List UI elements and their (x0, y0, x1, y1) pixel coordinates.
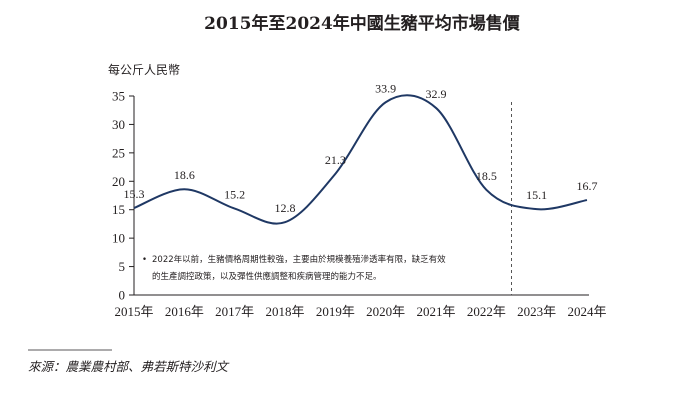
data-label: 15.1 (526, 188, 547, 202)
y-axis: 0 5 10 15 20 25 30 35 (112, 89, 135, 303)
chart-title: 2015年至2024年中國生豬平均市場售價 (204, 13, 521, 34)
y-tick-label: 0 (119, 288, 126, 303)
y-tick-label: 25 (112, 145, 125, 160)
data-label: 33.9 (375, 81, 396, 95)
data-label: 15.2 (224, 188, 245, 202)
data-label: 15.3 (124, 187, 145, 201)
data-label: 18.5 (476, 169, 497, 183)
data-label: 21.3 (325, 153, 346, 167)
x-tick-label: 2020年 (366, 304, 405, 319)
annotation-box: • 2022年以前，生豬價格周期性較強，主要由於規模養殖滲透率有限，缺乏有效 的… (142, 254, 446, 282)
data-label: 18.6 (174, 168, 195, 182)
x-tick-label: 2019年 (316, 304, 355, 319)
x-tick-label: 2021年 (416, 304, 455, 319)
data-labels: 15.3 18.6 15.2 12.8 21.3 33.9 32.9 18.5 15.1 16.7 (124, 81, 598, 215)
annotation-line-1: 2022年以前，生豬價格周期性較強，主要由於規模養殖滲透率有限，缺乏有效 (152, 254, 446, 265)
data-label: 32.9 (426, 87, 447, 101)
x-tick-label: 2017年 (215, 304, 254, 319)
x-tick-label: 2015年 (114, 304, 153, 319)
x-tick-label: 2022年 (467, 304, 506, 319)
source-note: 來源：農業農村部、弗若斯特沙利文 (28, 359, 230, 374)
x-tick-label: 2016年 (165, 304, 204, 319)
y-axis-label: 每公斤人民幣 (108, 62, 180, 77)
x-axis: 2015年 2016年 2017年 2018年 2019年 2020年 2021年 2022年… (114, 294, 607, 319)
annotation-bullet: • (142, 255, 147, 265)
y-tick-label: 10 (112, 231, 125, 246)
y-tick-label: 15 (112, 202, 125, 217)
x-tick-label: 2024年 (567, 304, 606, 319)
data-label: 12.8 (275, 201, 296, 215)
data-label: 16.7 (577, 179, 598, 193)
y-tick-label: 30 (112, 117, 125, 132)
x-tick-label: 2018年 (265, 304, 304, 319)
y-tick-label: 35 (112, 89, 125, 104)
x-tick-label: 2023年 (517, 304, 556, 319)
y-tick-label: 5 (119, 259, 126, 274)
annotation-line-2: 的生產調控政策，以及彈性供應調整和疾病管理的能力不足。 (152, 271, 382, 282)
y-tick-label: 20 (112, 174, 125, 189)
series-line (133, 94, 588, 225)
